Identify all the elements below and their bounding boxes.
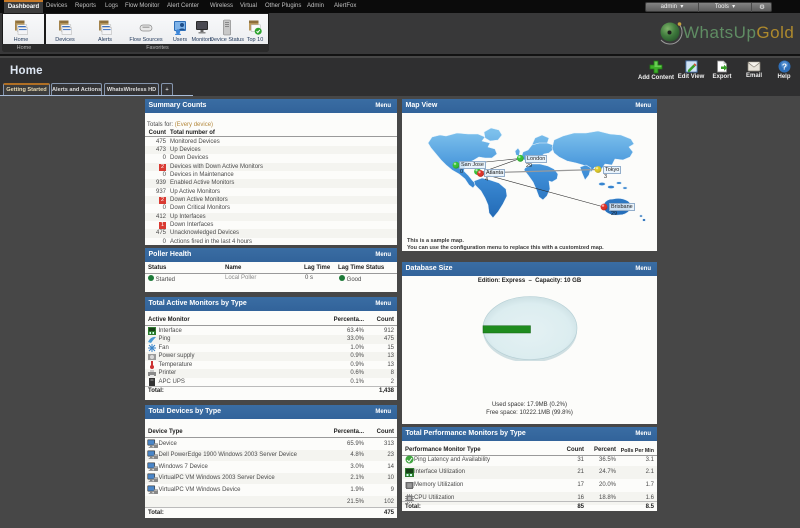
svg-text:WhatsUpGold: WhatsUpGold xyxy=(683,23,794,42)
svg-text:?: ? xyxy=(781,62,786,72)
